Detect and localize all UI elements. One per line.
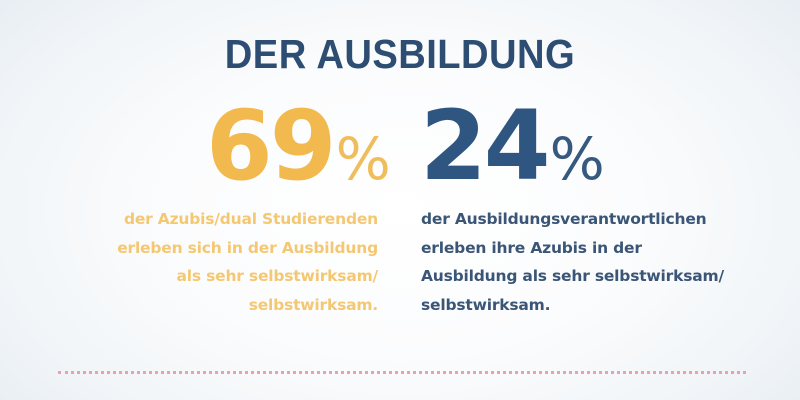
stat-ausbilder-percentage: 24% <box>420 96 605 224</box>
description-line: der Ausbildungsverantwortlichen <box>421 210 707 228</box>
stat-ausbilder-value: 24 <box>420 90 551 202</box>
description-line: selbstwirksam. <box>421 295 551 314</box>
stat-azubis-percentage: 69% <box>206 96 391 224</box>
description-line: selbstwirksam. <box>248 295 378 314</box>
percent-sign: % <box>549 125 605 193</box>
description-line: erleben sich in der Ausbildung <box>117 238 378 257</box>
dotted-divider <box>58 371 746 374</box>
percent-sign: % <box>335 125 391 193</box>
description-line: der Azubis/dual Studierenden <box>123 210 378 228</box>
description-line: erleben ihre Azubis in der <box>421 238 642 257</box>
stat-azubis-value: 69 <box>206 90 337 202</box>
stat-ausbilder-description: der Ausbildungsverantwortlichen erleben … <box>421 205 724 319</box>
stat-azubis-description: der Azubis/dual Studierenden erleben sic… <box>117 205 378 319</box>
description-line: als sehr selbstwirksam/ <box>176 267 379 285</box>
description-line: Ausbildung als sehr selbstwirksam/ <box>421 267 724 285</box>
infographic-title: DER AUSBILDUNG <box>224 31 576 78</box>
